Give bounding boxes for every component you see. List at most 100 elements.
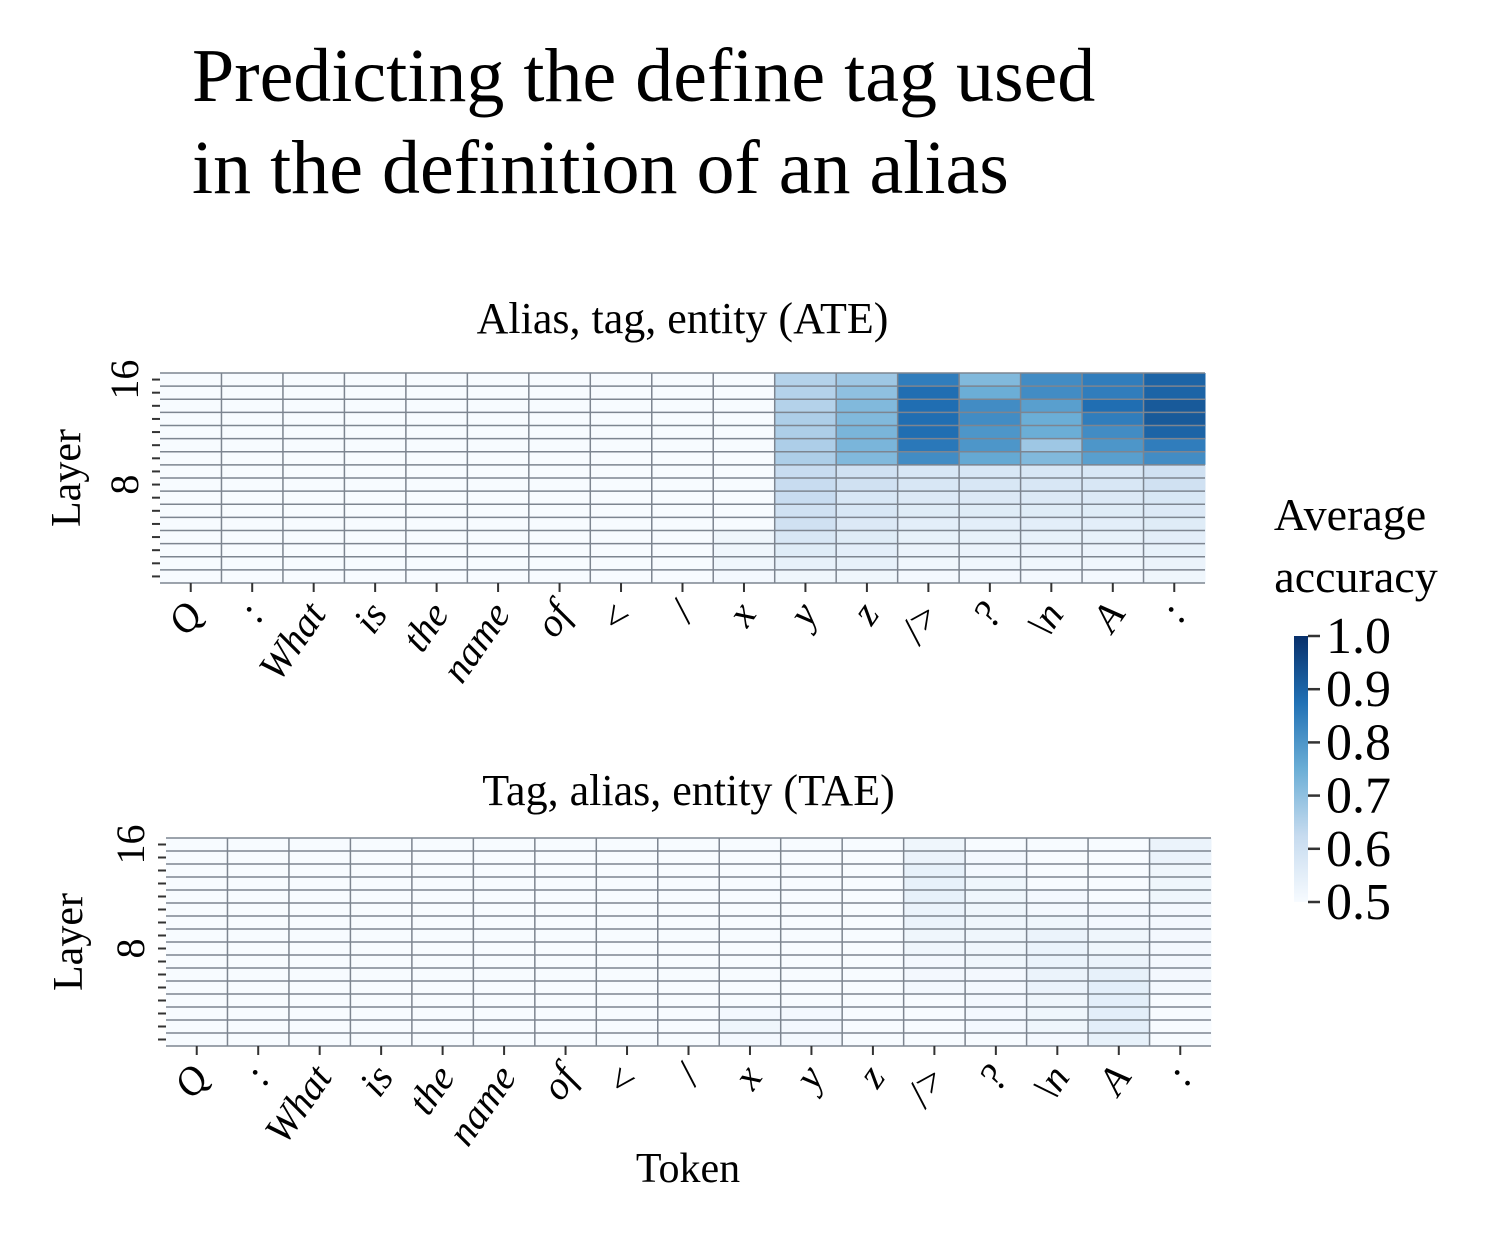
heatmap-cell — [596, 864, 659, 878]
heatmap-cell — [1143, 530, 1206, 545]
x-tick-label: Q — [164, 1057, 218, 1107]
x-tick-label: \n — [1023, 1057, 1078, 1108]
heatmap-cell — [1088, 864, 1151, 878]
heatmap-cell — [1149, 877, 1212, 891]
heatmap-cell — [1082, 491, 1145, 505]
heatmap-cell — [774, 399, 837, 413]
heatmap-cell — [1149, 1020, 1212, 1034]
heatmap-cell — [1088, 838, 1151, 852]
heatmap-cell — [596, 890, 659, 904]
heatmap-cell — [221, 478, 284, 492]
colorbar-gradient-bar — [1294, 636, 1308, 902]
heatmap-cell — [780, 877, 843, 891]
heatmap-cell — [1088, 903, 1151, 917]
x-tick-label: is — [350, 1057, 402, 1105]
heatmap-cell — [774, 464, 837, 479]
heatmap-cell — [473, 968, 536, 982]
heatmap-cell — [160, 425, 222, 440]
heatmap-cell — [959, 478, 1022, 492]
heatmap-cell — [897, 517, 960, 531]
heatmap-cell — [1082, 386, 1145, 400]
heatmap-cell — [405, 412, 468, 426]
heatmap-cell — [836, 491, 899, 505]
heatmap-cell — [473, 1020, 536, 1034]
heatmap-cell — [1020, 569, 1083, 584]
heatmap-cell — [411, 903, 474, 917]
heatmap-cell — [288, 1033, 351, 1047]
heatmap-cell — [1026, 890, 1089, 904]
heatmap-cell — [959, 517, 1022, 531]
heatmap-cell — [282, 543, 345, 558]
heatmap-cell — [657, 968, 720, 982]
heatmap-cell — [282, 517, 345, 531]
heatmap-cell — [534, 942, 597, 956]
heatmap-cell — [282, 569, 345, 584]
heatmap-cell — [1082, 399, 1145, 413]
heatmap-cell — [288, 890, 351, 904]
heatmap-cell — [288, 877, 351, 891]
heatmap-cell — [166, 1033, 228, 1047]
heatmap-cell — [836, 504, 899, 518]
heatmap-cell — [897, 399, 960, 413]
heatmap-cell — [160, 386, 222, 400]
heatmap-cell — [842, 1020, 905, 1034]
x-tick-label: name — [432, 594, 519, 691]
heatmap-cell — [842, 929, 905, 943]
heatmap-cell — [1149, 955, 1212, 969]
heatmap-cell — [344, 530, 407, 545]
heatmap-cell — [528, 425, 591, 440]
heatmap-cell — [350, 1033, 413, 1047]
heatmap-cell — [596, 851, 659, 865]
heatmap-cell — [411, 994, 474, 1008]
heatmap-cell — [350, 877, 413, 891]
heatmap-cell — [719, 1033, 782, 1047]
heatmap-cell — [227, 968, 290, 982]
heatmap-cell — [166, 903, 228, 917]
heatmap-cell — [227, 942, 290, 956]
heatmap-cell — [1020, 504, 1083, 518]
heatmap-cell — [596, 1020, 659, 1034]
heatmap-cell — [411, 877, 474, 891]
heatmap-cell — [780, 942, 843, 956]
heatmap-cell — [528, 386, 591, 400]
heatmap-cell — [842, 994, 905, 1008]
heatmap-cell — [411, 1020, 474, 1034]
colorbar-label-line-1: Average — [1274, 489, 1426, 540]
heatmap-cell — [719, 851, 782, 865]
heatmap-cell — [1143, 517, 1206, 531]
heatmap-cell — [836, 425, 899, 440]
heatmap-cell — [965, 1007, 1028, 1021]
heatmap-cell — [959, 464, 1022, 479]
heatmap-cell — [596, 838, 659, 852]
heatmap-cell — [411, 955, 474, 969]
heatmap-cell — [897, 412, 960, 426]
heatmap-cell — [1149, 968, 1212, 982]
heatmap-cell — [780, 838, 843, 852]
heatmap-cell — [596, 903, 659, 917]
heatmap-cell — [651, 425, 714, 440]
heatmap-cell — [719, 890, 782, 904]
heatmap-cell — [1088, 955, 1151, 969]
heatmap-cell — [1143, 464, 1206, 479]
heatmap-cell — [959, 438, 1022, 453]
heatmap-cell — [528, 412, 591, 426]
heatmap-cell — [221, 517, 284, 531]
heatmap-cell — [965, 877, 1028, 891]
heatmap-cell — [160, 530, 222, 545]
heatmap-cell — [842, 838, 905, 852]
heatmap-cell — [959, 504, 1022, 518]
heatmap-cell — [657, 890, 720, 904]
heatmap-cell — [1082, 517, 1145, 531]
heatmap-cell — [713, 451, 776, 466]
heatmap-cell — [713, 425, 776, 440]
x-tick-label: z — [841, 593, 888, 633]
heatmap-cell — [713, 556, 776, 571]
x-tick-label: name — [438, 1057, 525, 1154]
heatmap-cell — [774, 491, 837, 505]
heatmap-cell — [288, 942, 351, 956]
heatmap-cell — [774, 517, 837, 531]
heatmap-cell — [719, 981, 782, 995]
heatmap-cell — [411, 968, 474, 982]
heatmap-cell — [166, 877, 228, 891]
